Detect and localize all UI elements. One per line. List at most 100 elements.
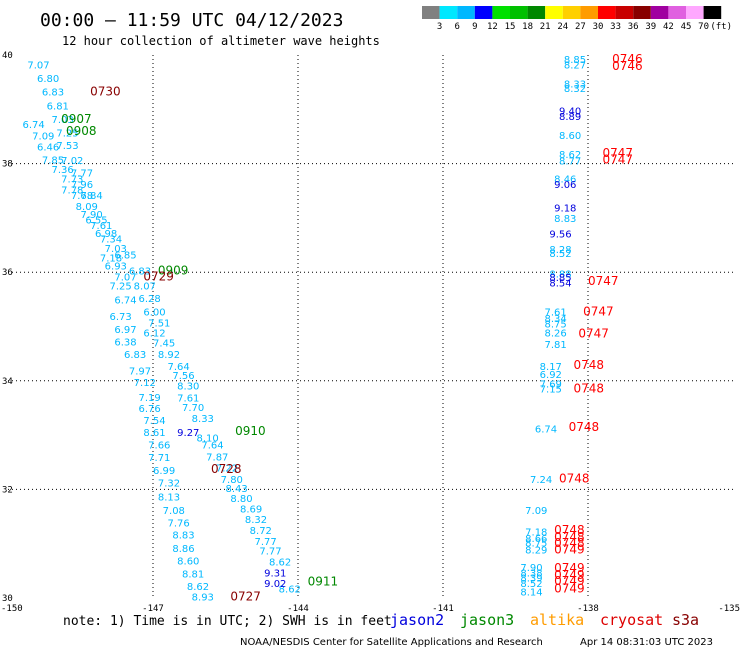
wave-height-label: 8.62 bbox=[559, 150, 581, 161]
wave-height-label: 7.07 bbox=[27, 61, 49, 72]
wave-height-label: 9.27 bbox=[177, 428, 199, 439]
wave-height-label: 7.15 bbox=[540, 385, 562, 396]
time-label: 0909 bbox=[158, 263, 189, 277]
y-tick-label: 32 bbox=[2, 485, 13, 495]
time-label: 0747 bbox=[583, 305, 614, 319]
wave-height-label: 8.66 bbox=[525, 534, 547, 545]
wave-height-label: 7.70 bbox=[182, 403, 204, 414]
time-label: 0730 bbox=[90, 85, 121, 99]
wave-height-label: 9.02 bbox=[264, 579, 286, 590]
wave-height-label: 6.12 bbox=[143, 328, 165, 339]
wave-height-label: 8.60 bbox=[559, 131, 581, 142]
x-tick-label: -147 bbox=[142, 604, 164, 614]
wave-height-label: 6.81 bbox=[47, 101, 69, 112]
time-label: 0910 bbox=[235, 424, 266, 438]
colorbar-swatch bbox=[650, 6, 669, 19]
time-label: 0747 bbox=[603, 146, 634, 160]
wave-height-label: 6.97 bbox=[114, 325, 136, 336]
wave-height-label: 7.03 bbox=[52, 115, 74, 126]
wave-height-label: 7.80 bbox=[221, 475, 243, 486]
wave-height-label: 6.83 bbox=[129, 266, 151, 277]
wave-height-label: 6.55 bbox=[85, 215, 107, 226]
wave-height-label: 7.73 bbox=[61, 175, 83, 186]
wave-height-label: 8.75 bbox=[525, 538, 547, 549]
wave-height-label: 7.25 bbox=[56, 128, 78, 139]
satellite-legend-jason2: jason2 bbox=[390, 611, 444, 629]
wave-height-label: 6.76 bbox=[139, 404, 161, 415]
colorbar-swatch bbox=[686, 6, 704, 19]
wave-height-label: 7.03 bbox=[105, 244, 127, 255]
wave-height-label: 8.26 bbox=[545, 328, 567, 339]
wave-height-label: 7.84 bbox=[81, 191, 103, 202]
wave-height-label: 9.31 bbox=[264, 568, 286, 579]
wave-height-label: 7.69 bbox=[540, 379, 562, 390]
wave-height-label: 6.98 bbox=[95, 229, 117, 240]
colorbar-label: 27 bbox=[575, 22, 586, 32]
footer-credit: NOAA/NESDIS Center for Satellite Applica… bbox=[240, 637, 543, 648]
wave-height-label: 6.00 bbox=[143, 308, 165, 319]
colorbar-swatch bbox=[633, 6, 651, 19]
x-tick-label: -141 bbox=[432, 604, 454, 614]
colorbar-label: 45 bbox=[681, 22, 692, 32]
colorbar-label: 70 bbox=[698, 22, 709, 32]
time-label: 0748 bbox=[554, 536, 585, 550]
colorbar-label: 33 bbox=[610, 22, 621, 32]
y-tick-label: 40 bbox=[2, 51, 13, 61]
y-tick-label: 36 bbox=[2, 268, 13, 278]
wave-height-label: 8.93 bbox=[192, 593, 214, 604]
colorbar-label: 21 bbox=[540, 22, 551, 32]
wave-height-label: 7.53 bbox=[56, 141, 78, 152]
time-label: 0749 bbox=[554, 582, 585, 596]
footer-timestamp: Apr 14 08:31:03 UTC 2023 bbox=[580, 637, 713, 648]
wave-height-label: 7.18 bbox=[525, 528, 547, 539]
axis-ticks: -150 -147 -144 -141 -138 -135 30 32 34 36 38 40 bbox=[1, 51, 740, 614]
wave-height-label: 6.83 bbox=[124, 350, 146, 361]
wave-height-label: 8.27 bbox=[564, 61, 586, 72]
wave-height-label: 7.07 bbox=[114, 272, 136, 283]
colorbar-label: 6 bbox=[454, 22, 459, 32]
time-label: 0749 bbox=[554, 561, 585, 575]
wave-height-label: 7.09 bbox=[32, 132, 54, 143]
colorbar-swatch bbox=[598, 6, 616, 19]
wave-height-label: 8.09 bbox=[76, 202, 98, 213]
y-tick-label: 34 bbox=[2, 377, 13, 387]
wave-height-label: 6.38 bbox=[114, 338, 136, 349]
wave-height-label: 7.77 bbox=[255, 537, 277, 548]
wave-height-label: 9.40 bbox=[559, 107, 581, 118]
wave-height-label: 7.32 bbox=[158, 479, 180, 490]
x-tick-label: -144 bbox=[287, 604, 309, 614]
wave-height-label: 7.45 bbox=[153, 339, 175, 350]
wave-height-label: 8.83 bbox=[554, 214, 576, 225]
colorbar-swatch bbox=[668, 6, 686, 19]
wave-height-label: 7.54 bbox=[143, 416, 165, 427]
wave-height-label: 8.33 bbox=[192, 414, 214, 425]
wave-height-label: 7.61 bbox=[90, 221, 112, 232]
wave-height-label: 8.14 bbox=[520, 587, 542, 598]
chart-subtitle: 12 hour collection of altimeter wave hei… bbox=[62, 34, 380, 48]
colorbar: 3 6 9 12 15 18 21 24 27 30 33 36 39 42 45 70 (ft) bbox=[422, 6, 732, 32]
wave-height-label: 8.88 bbox=[549, 270, 571, 281]
wave-height-label: 8.32 bbox=[564, 84, 586, 95]
colorbar-label: 3 bbox=[437, 22, 442, 32]
wave-height-label: 6.46 bbox=[37, 143, 59, 154]
wave-height-label: 8.07 bbox=[134, 282, 156, 293]
wave-height-label: 6.80 bbox=[37, 74, 59, 85]
wave-height-label: 7.76 bbox=[168, 518, 190, 529]
colorbar-label: 30 bbox=[593, 22, 604, 32]
colorbar-label: (ft) bbox=[710, 22, 732, 32]
wave-height-label: 8.69 bbox=[240, 505, 262, 516]
wave-height-label: 7.24 bbox=[530, 475, 552, 486]
wave-height-label: 7.85 bbox=[42, 156, 64, 167]
wave-height-label: 6.99 bbox=[153, 466, 175, 477]
wave-height-label: 6.92 bbox=[540, 370, 562, 381]
time-label: 0746 bbox=[612, 52, 643, 66]
colorbar-swatch bbox=[615, 6, 634, 19]
wave-height-label: 8.62 bbox=[269, 557, 291, 568]
colorbar-label: 12 bbox=[487, 22, 498, 32]
time-label: 0747 bbox=[578, 326, 609, 340]
wave-height-label: 7.18 bbox=[100, 253, 122, 264]
x-tick-label: -135 bbox=[718, 604, 740, 614]
wave-height-label: 8.17 bbox=[540, 362, 562, 373]
wave-height-label: 8.46 bbox=[554, 175, 576, 186]
